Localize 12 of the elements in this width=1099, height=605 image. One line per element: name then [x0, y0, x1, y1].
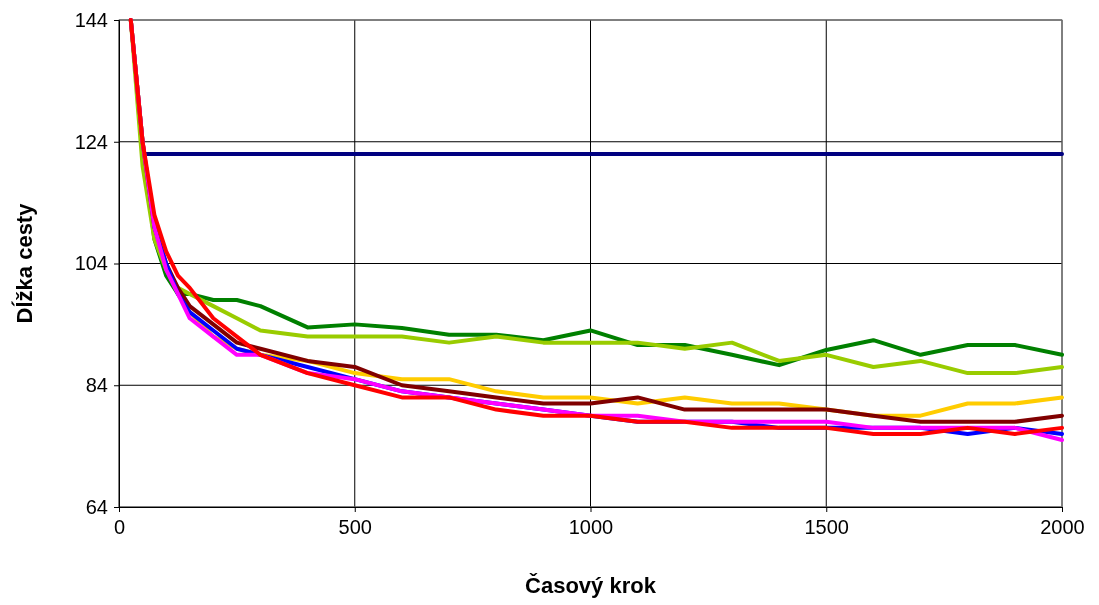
- y-tick-label: 84: [85, 374, 108, 397]
- x-axis-title: Časový krok: [525, 573, 657, 598]
- y-tick-label: 64: [85, 495, 108, 518]
- x-tick-label: 1000: [568, 516, 614, 539]
- y-tick-label: 124: [74, 130, 108, 153]
- x-tick-label: 0: [113, 516, 126, 539]
- y-axis-title: Dĺžka cesty: [11, 202, 37, 324]
- x-tick-label: 1500: [804, 516, 849, 539]
- x-tick-label: 500: [338, 516, 372, 539]
- y-tick-label: 144: [74, 8, 108, 31]
- y-tick-label: 104: [74, 252, 108, 275]
- x-tick-label: 2000: [1040, 516, 1085, 539]
